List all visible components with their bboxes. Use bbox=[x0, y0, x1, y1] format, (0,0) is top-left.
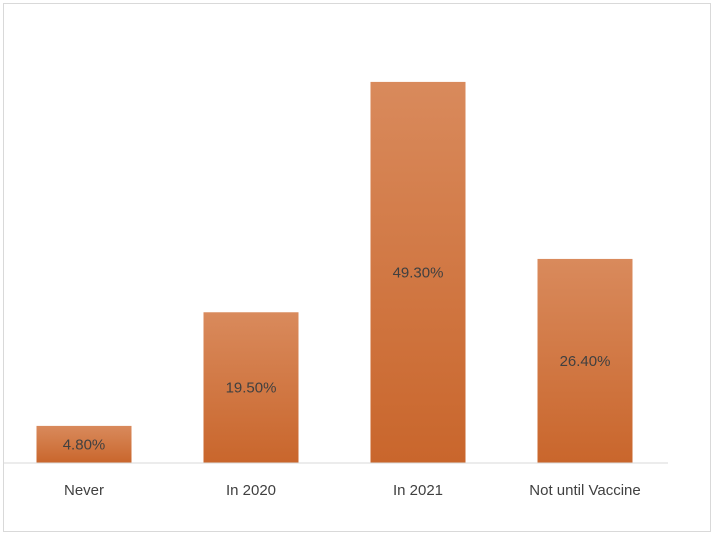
bar-in-2021 bbox=[370, 81, 466, 463]
labels-group: 4.80% Never 19.50% In 2020 49.30% In 2021 26.4… bbox=[63, 264, 641, 499]
bars-group bbox=[36, 81, 633, 463]
category-tick-label: Not until Vaccine bbox=[529, 482, 640, 499]
data-label: 49.30% bbox=[393, 264, 444, 281]
category-tick-label: In 2021 bbox=[393, 482, 443, 499]
category-tick-label: In 2020 bbox=[226, 482, 276, 499]
category-tick-label: Never bbox=[64, 482, 104, 499]
bar-never bbox=[36, 425, 132, 463]
bar-not-until-vaccine bbox=[537, 258, 633, 463]
data-label: 26.40% bbox=[560, 353, 611, 370]
bar-in-2020 bbox=[203, 312, 299, 463]
data-label: 4.80% bbox=[63, 436, 106, 453]
data-label: 19.50% bbox=[226, 380, 277, 397]
